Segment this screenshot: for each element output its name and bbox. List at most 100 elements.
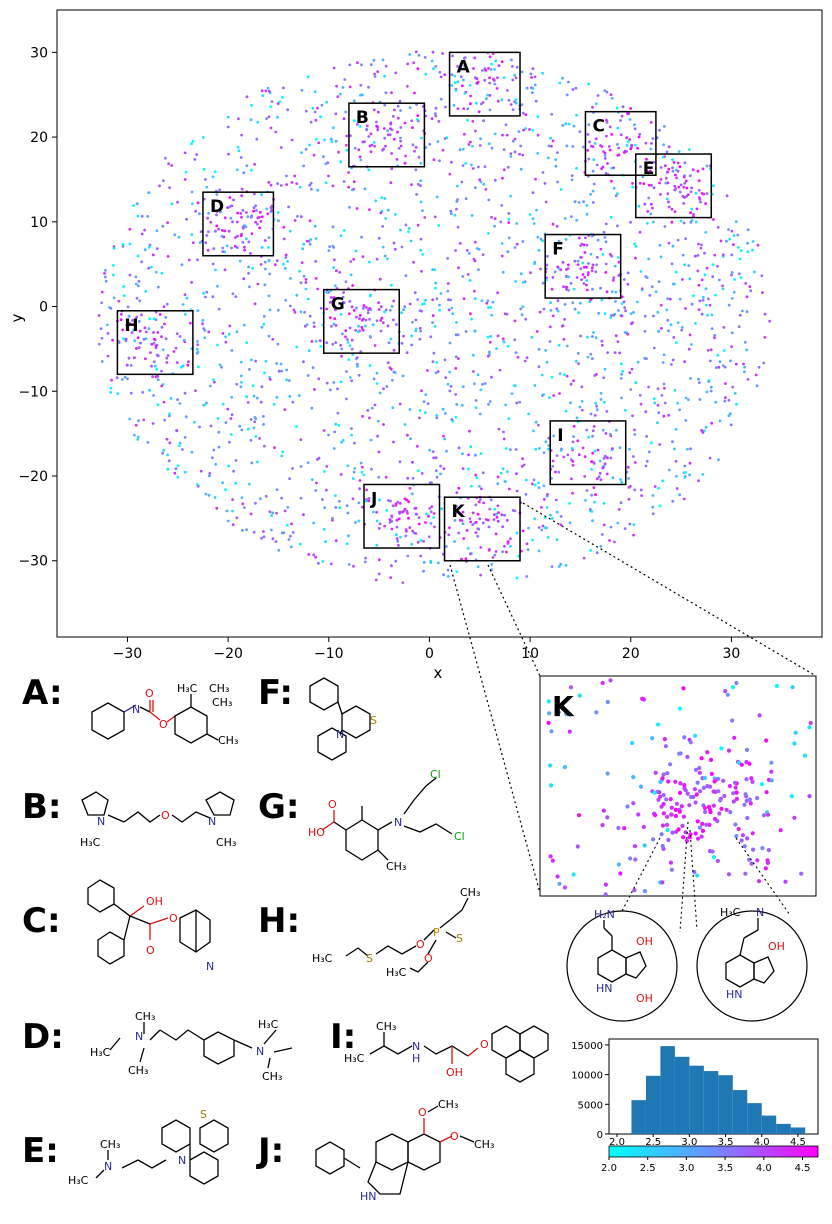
scatter-point: [709, 389, 713, 393]
scatter-point: [604, 172, 608, 175]
scatter-point: [737, 325, 741, 329]
scatter-point: [435, 361, 439, 364]
scatter-point: [253, 420, 257, 424]
scatter-point: [681, 194, 685, 198]
scatter-point: [680, 326, 684, 329]
scatter-point: [124, 339, 128, 343]
scatter-point: [700, 312, 704, 316]
scatter-point: [245, 395, 249, 399]
scatter-point: [546, 254, 549, 258]
scatter-point: [369, 150, 373, 154]
scatter-point: [259, 220, 263, 223]
scatter-point: [204, 178, 207, 181]
scatter-point: [590, 460, 593, 463]
scatter-point: [273, 263, 277, 267]
hist-x-tick-label: 2.0: [609, 1137, 625, 1148]
scatter-point: [721, 284, 724, 288]
scatter-point: [711, 275, 715, 279]
scatter-point: [496, 291, 499, 295]
scatter-point: [372, 108, 376, 112]
scatter-point: [390, 91, 393, 95]
scatter-point: [521, 153, 525, 157]
scatter-point: [474, 503, 478, 507]
scatter-point: [464, 197, 468, 201]
scatter-point: [181, 448, 184, 451]
scatter-point: [703, 251, 706, 255]
scatter-point: [389, 499, 392, 503]
scatter-point: [272, 402, 276, 406]
scatter-point: [551, 276, 555, 279]
scatter-point: [455, 321, 458, 324]
scatter-point: [490, 146, 494, 150]
k-inset-point: [726, 872, 732, 877]
a-ch3-top-label: CH₃: [209, 682, 229, 695]
scatter-point: [207, 330, 211, 334]
scatter-point: [520, 103, 524, 106]
scatter-point: [310, 406, 314, 410]
scatter-point: [697, 188, 701, 192]
scatter-point: [165, 361, 169, 364]
scatter-point: [420, 472, 424, 475]
scatter-point: [581, 446, 585, 450]
scatter-point: [604, 262, 608, 266]
histogram-bar: [790, 1127, 806, 1134]
scatter-point: [387, 341, 391, 345]
scatter-point: [500, 204, 504, 207]
scatter-point: [209, 424, 213, 428]
scatter-point: [152, 342, 156, 345]
scatter-point: [162, 400, 166, 404]
scatter-point: [482, 501, 485, 505]
scatter-point: [427, 514, 430, 518]
scatter-point: [319, 345, 323, 348]
scatter-point: [498, 368, 502, 372]
scatter-point: [537, 526, 541, 529]
scatter-point: [137, 346, 141, 349]
region-box: [348, 102, 426, 168]
scatter-point: [493, 553, 497, 557]
scatter-point: [424, 298, 427, 302]
k-inset-point: [733, 785, 738, 790]
scatter-point: [643, 329, 647, 333]
scatter-point: [490, 313, 494, 317]
scatter-point: [384, 217, 388, 220]
scatter-point: [537, 423, 540, 427]
scatter-point: [290, 522, 293, 526]
scatter-point: [367, 499, 371, 503]
scatter-point: [701, 167, 705, 171]
scatter-point: [505, 133, 509, 137]
scatter-point: [372, 377, 376, 381]
k-inset-point: [709, 771, 714, 777]
scatter-point: [483, 382, 487, 385]
scatter-point: [211, 295, 215, 299]
scatter-point: [491, 556, 495, 559]
scatter-point: [615, 106, 619, 110]
scatter-point: [314, 260, 318, 263]
scatter-point: [551, 139, 555, 143]
scatter-point: [652, 314, 655, 318]
scatter-point: [571, 145, 575, 148]
scatter-point: [687, 264, 691, 267]
scatter-point: [242, 323, 246, 327]
scatter-point: [196, 201, 200, 205]
scatter-point: [373, 403, 377, 407]
scatter-point: [494, 59, 498, 63]
scatter-point: [431, 360, 435, 364]
scatter-point: [377, 301, 380, 304]
scatter-point: [367, 497, 371, 500]
scatter-point: [183, 293, 187, 296]
scatter-point: [689, 377, 692, 380]
scatter-point: [119, 318, 123, 322]
molecule-c: OH O O N: [87, 879, 214, 973]
scatter-point: [321, 560, 325, 563]
scatter-point: [136, 214, 140, 218]
scatter-point: [616, 154, 620, 157]
scatter-point: [392, 299, 396, 303]
scatter-point: [413, 91, 416, 95]
scatter-point: [276, 342, 280, 346]
scatter-point: [193, 420, 196, 424]
i-o-label: O: [480, 1038, 489, 1051]
scatter-point: [507, 417, 511, 420]
scatter-point: [682, 202, 686, 205]
scatter-point: [672, 161, 676, 164]
scatter-point: [382, 423, 385, 426]
